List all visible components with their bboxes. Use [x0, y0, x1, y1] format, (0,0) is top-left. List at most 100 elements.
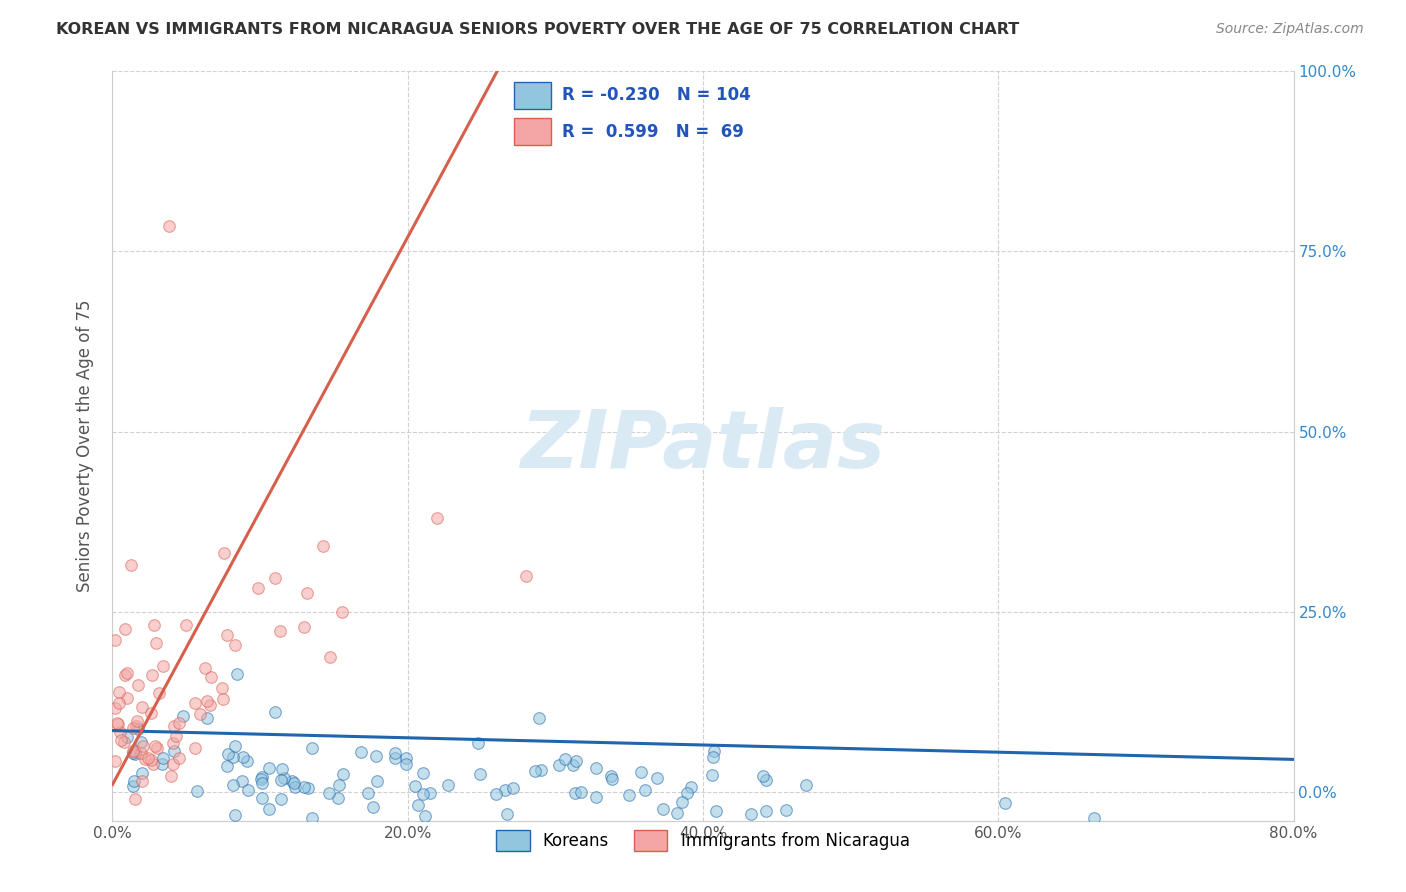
Point	[364, 749, 387, 764]
Point	[145, 636, 167, 650]
Point	[152, 659, 174, 673]
Point	[184, 696, 207, 710]
Point	[200, 670, 222, 684]
Point	[617, 789, 640, 803]
Point	[671, 795, 693, 809]
Point	[163, 719, 186, 733]
Point	[114, 622, 136, 636]
Point	[172, 708, 194, 723]
Point	[263, 705, 285, 719]
Point	[318, 786, 340, 800]
Point	[561, 758, 583, 772]
Point	[222, 750, 245, 764]
Point	[188, 707, 211, 722]
Point	[195, 694, 218, 708]
Point	[222, 778, 245, 792]
Point	[224, 808, 246, 822]
Point	[693, 822, 716, 837]
Point	[301, 811, 323, 825]
Point	[328, 779, 350, 793]
Point	[107, 717, 129, 731]
Point	[157, 219, 180, 234]
Point	[231, 750, 253, 764]
Point	[115, 666, 138, 681]
Point	[110, 733, 132, 747]
Point	[630, 765, 652, 780]
Point	[270, 792, 292, 806]
Point	[326, 790, 349, 805]
Point	[167, 716, 190, 731]
Point	[600, 769, 623, 783]
Point	[211, 681, 233, 695]
Point	[145, 741, 167, 756]
Point	[755, 773, 778, 788]
Point	[330, 606, 353, 620]
Point	[198, 698, 221, 713]
Point	[548, 758, 571, 772]
Point	[167, 751, 190, 765]
Point	[225, 666, 247, 681]
Point	[676, 787, 699, 801]
Point	[585, 761, 607, 775]
Point	[252, 770, 274, 784]
Point	[408, 798, 430, 813]
Point	[131, 773, 153, 788]
Point	[115, 690, 138, 705]
Point	[269, 624, 291, 639]
Point	[270, 772, 292, 787]
Point	[319, 650, 342, 665]
Text: Source: ZipAtlas.com: Source: ZipAtlas.com	[1216, 22, 1364, 37]
Point	[122, 773, 145, 788]
Point	[395, 750, 418, 764]
Point	[236, 754, 259, 768]
Point	[259, 761, 281, 775]
Point	[702, 750, 724, 764]
Point	[271, 762, 294, 776]
Point	[356, 786, 378, 800]
Point	[702, 768, 724, 782]
Point	[467, 736, 489, 750]
Point	[554, 752, 576, 766]
Point	[212, 692, 235, 706]
Point	[273, 772, 295, 786]
Point	[139, 706, 162, 721]
Point	[122, 779, 145, 793]
Point	[565, 754, 588, 768]
Point	[194, 660, 217, 674]
Point	[994, 797, 1017, 811]
Point	[163, 744, 186, 758]
Point	[184, 740, 207, 755]
Point	[217, 747, 239, 761]
Point	[752, 769, 775, 783]
Point	[186, 783, 208, 797]
Point	[129, 746, 152, 760]
Point	[633, 782, 655, 797]
Point	[292, 780, 315, 795]
Point	[236, 782, 259, 797]
Point	[160, 769, 183, 783]
Point	[515, 568, 537, 582]
Point	[404, 779, 426, 793]
Point	[162, 756, 184, 771]
Point	[122, 721, 145, 735]
Point	[120, 558, 142, 573]
Point	[250, 791, 273, 805]
Text: R = -0.230   N = 104: R = -0.230 N = 104	[562, 87, 751, 104]
Point	[494, 783, 516, 797]
Point	[775, 803, 797, 817]
Point	[131, 766, 153, 780]
Point	[212, 546, 235, 560]
Point	[104, 633, 127, 648]
Point	[395, 757, 418, 772]
Point	[755, 804, 778, 818]
Point	[104, 700, 127, 714]
Point	[652, 802, 675, 816]
Point	[132, 739, 155, 753]
Point	[195, 711, 218, 725]
Point	[1083, 811, 1105, 825]
Point	[366, 774, 388, 789]
Text: KOREAN VS IMMIGRANTS FROM NICARAGUA SENIORS POVERTY OVER THE AGE OF 75 CORRELATI: KOREAN VS IMMIGRANTS FROM NICARAGUA SENI…	[56, 22, 1019, 37]
Point	[527, 711, 550, 725]
Point	[174, 617, 197, 632]
Point	[585, 790, 607, 805]
